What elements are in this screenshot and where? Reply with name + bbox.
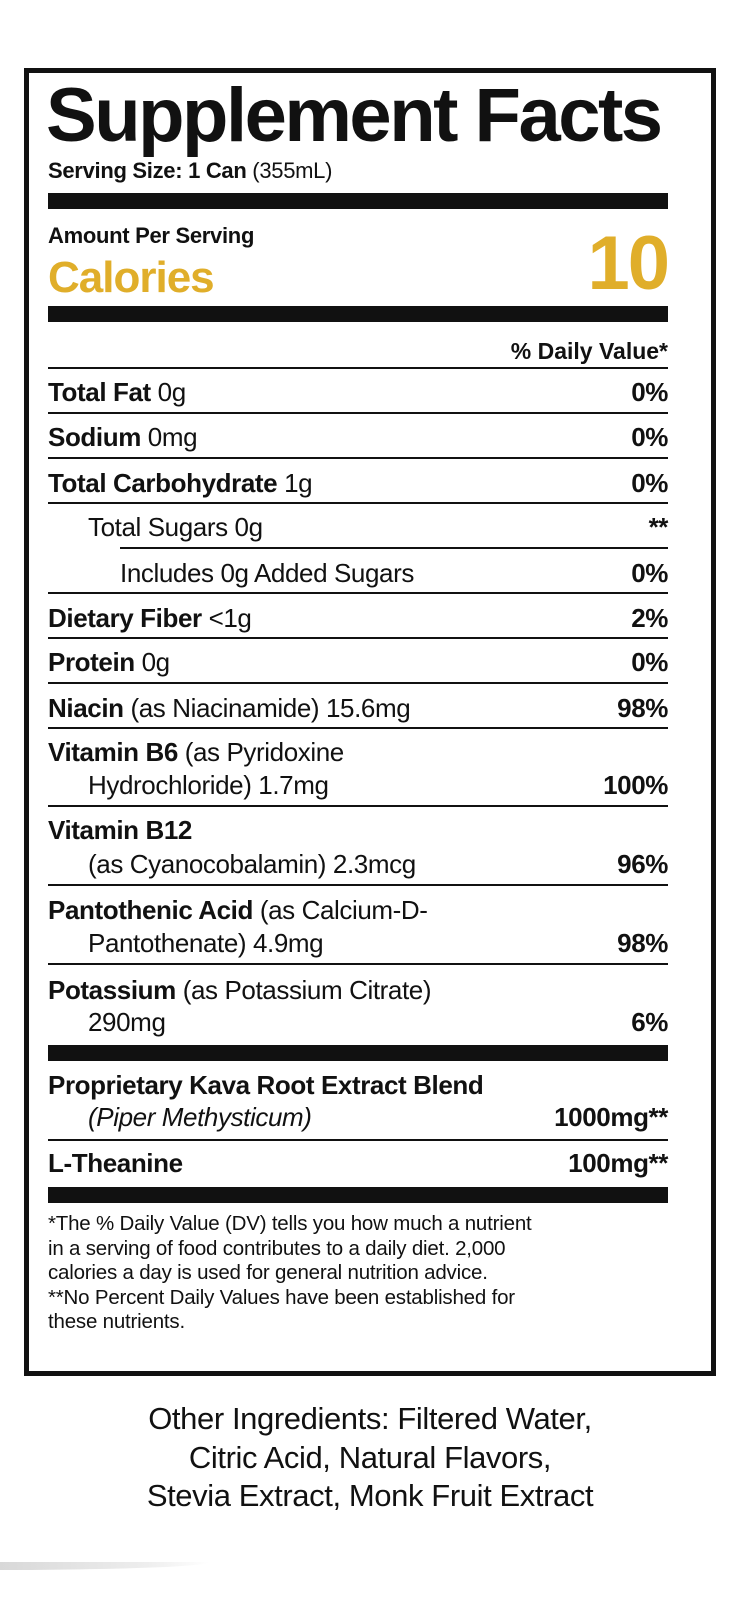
divider-thick — [48, 193, 668, 209]
calories-label: Calories — [48, 253, 215, 302]
nutrient-row-sodium: Sodium 0mg 0% — [48, 422, 668, 452]
amount-per-serving: Amount Per Serving — [48, 223, 255, 248]
nutrient-name: Vitamin B12 — [48, 815, 192, 845]
divider-thick — [48, 306, 668, 322]
serving-size-detail: (355mL) — [252, 158, 333, 183]
daily-value: 96% — [617, 849, 668, 879]
daily-value: 98% — [617, 693, 668, 723]
nutrient-row-niacin: Niacin (as Niacinamide) 15.6mg 98% — [48, 693, 668, 723]
daily-value: 100% — [603, 770, 668, 800]
text-line: 0mg — [147, 422, 198, 452]
nutrient-name: Potassium — [48, 975, 176, 1005]
nutrient-row-potassium-cont: 290mg 6% — [48, 1007, 668, 1037]
nutrient-name: L-Theanine — [48, 1148, 183, 1178]
daily-value: ** — [648, 512, 669, 542]
divider — [48, 412, 668, 414]
text-line: *The % Daily Value (DV) tells you how mu… — [48, 1212, 532, 1235]
text-line: Total Sugars 0g — [88, 512, 263, 542]
daily-value: 0% — [631, 422, 668, 452]
text-line: 290mg — [88, 1007, 166, 1037]
blend-row: Proprietary Kava Root Extract Blend — [48, 1070, 668, 1100]
panel-title: Supplement Facts — [46, 73, 663, 158]
divider — [48, 367, 668, 369]
divider — [120, 547, 668, 549]
nutrient-row-added-sugars: Includes 0g Added Sugars 0% — [48, 558, 668, 588]
daily-value: 98% — [617, 928, 668, 958]
nutrient-name: Niacin — [48, 693, 124, 723]
text-line: Stevia Extract, Monk Fruit Extract — [146, 1478, 594, 1513]
divider-thick — [48, 1187, 668, 1203]
nutrient-row-pantothenic-acid-cont: Pantothenate) 4.9mg 98% — [48, 928, 668, 958]
text-line: (as Niacinamide) 15.6mg — [130, 693, 411, 723]
serving-size-label: Serving Size: 1 Can — [48, 158, 247, 183]
nutrient-row-vitamin-b12-cont: (as Cyanocobalamin) 2.3mcg 96% — [48, 849, 668, 879]
calories-value: 10 — [587, 221, 670, 306]
divider-thick — [48, 1045, 668, 1061]
divider — [48, 1139, 668, 1141]
nutrient-row-total-fat: Total Fat 0g 0% — [48, 377, 668, 407]
daily-value: 100mg** — [568, 1148, 668, 1178]
text-line: **No Percent Daily Values have been esta… — [48, 1285, 515, 1309]
text-line: (as Potassium Citrate) — [182, 975, 432, 1005]
divider — [48, 457, 668, 459]
daily-value: 1000mg** — [554, 1102, 668, 1132]
nutrient-row-vitamin-b6-cont: Hydrochloride) 1.7mg 100% — [48, 770, 668, 800]
text-line: 1g — [284, 468, 313, 498]
divider — [48, 502, 668, 504]
nutrient-row-vitamin-b6: Vitamin B6 (as Pyridoxine — [48, 737, 668, 767]
divider — [48, 682, 668, 684]
text-line: (as Pyridoxine — [184, 737, 345, 767]
text-line: (Piper Methysticum) — [88, 1102, 312, 1132]
nutrient-row-pantothenic-acid: Pantothenic Acid (as Calcium-D- — [48, 895, 668, 925]
daily-value: 0% — [631, 377, 668, 407]
nutrient-name: Total Carbohydrate — [48, 468, 278, 498]
text-line: 0g — [157, 377, 187, 407]
text-line: Pantothenate) 4.9mg — [88, 928, 324, 958]
text-line: Other Ingredients: Filtered Water, — [148, 1401, 592, 1436]
nutrient-row-potassium: Potassium (as Potassium Citrate) — [48, 975, 668, 1005]
nutrient-row-total-carbohydrate: Total Carbohydrate 1g 0% — [48, 468, 668, 498]
daily-value: 0% — [631, 558, 668, 588]
divider — [48, 727, 668, 729]
daily-value: 0% — [631, 468, 668, 498]
nutrient-row-total-sugars: Total Sugars 0g ** — [48, 512, 668, 542]
text-line: (as Calcium-D- — [259, 895, 428, 925]
other-ingredients: Other Ingredients: Filtered Water, Citri… — [0, 1400, 740, 1516]
daily-value: 0% — [631, 647, 668, 677]
divider — [48, 963, 668, 965]
text-line: Includes 0g Added Sugars — [120, 558, 414, 588]
nutrient-name: Dietary Fiber — [48, 603, 202, 633]
decorative-swoosh — [0, 1562, 210, 1570]
text-line: <1g — [208, 603, 252, 633]
text-line: calories a day is used for general nutri… — [48, 1261, 488, 1284]
nutrient-name: Proprietary Kava Root Extract Blend — [48, 1070, 484, 1100]
text-line: (as Cyanocobalamin) 2.3mcg — [88, 849, 416, 879]
theanine-row: L-Theanine 100mg** — [48, 1148, 668, 1178]
nutrient-row-vitamin-b12: Vitamin B12 — [48, 815, 668, 845]
text-line: Citric Acid, Natural Flavors, — [188, 1439, 552, 1475]
divider — [48, 805, 668, 807]
divider — [48, 884, 668, 886]
blend-row-cont: (Piper Methysticum) 1000mg** — [48, 1102, 668, 1132]
footnote: *The % Daily Value (DV) tells you how mu… — [48, 1212, 678, 1335]
nutrient-name: Sodium — [48, 422, 141, 452]
daily-value-header: % Daily Value* — [510, 338, 668, 364]
supplement-facts-panel — [24, 68, 716, 1376]
daily-value: 6% — [631, 1007, 668, 1037]
daily-value: 2% — [631, 603, 668, 633]
nutrient-row-dietary-fiber: Dietary Fiber <1g 2% — [48, 603, 668, 633]
serving-size: Serving Size: 1 Can (355mL) — [48, 156, 332, 186]
nutrient-row-protein: Protein 0g 0% — [48, 647, 668, 677]
text-line: in a serving of food contributes to a da… — [48, 1236, 506, 1260]
nutrient-name: Protein — [48, 647, 135, 677]
nutrient-name: Total Fat — [48, 377, 151, 407]
text-line: 0g — [141, 647, 171, 677]
text-line: Hydrochloride) 1.7mg — [88, 770, 329, 800]
nutrient-name: Pantothenic Acid — [48, 895, 253, 925]
divider — [48, 592, 668, 594]
divider — [48, 637, 668, 639]
text-line: these nutrients. — [48, 1310, 185, 1333]
nutrient-name: Vitamin B6 — [48, 737, 178, 767]
